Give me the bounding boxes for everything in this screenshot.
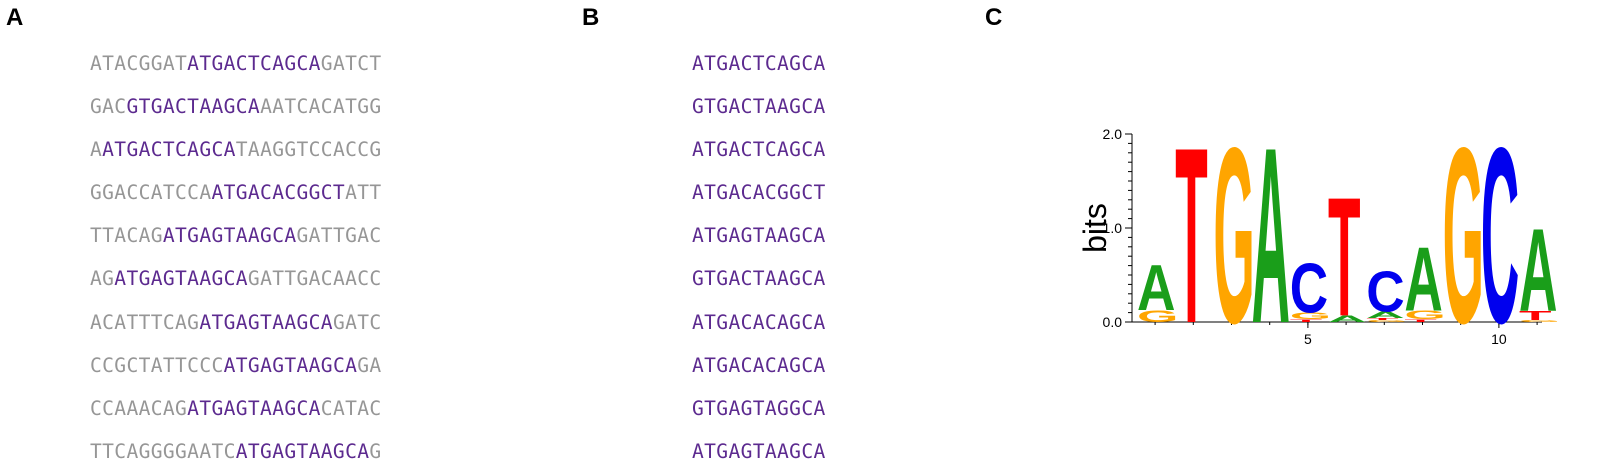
logo-letter: G	[1404, 309, 1445, 322]
flanking-sequence: GATTGACAACC	[247, 267, 382, 291]
aligned-site: ATGACTCAGCA	[692, 52, 826, 75]
binding-site: ATGAGTAAGCA	[114, 267, 248, 291]
flanking-sequence: GATTGAC	[296, 224, 382, 248]
logo-letter: T	[1519, 309, 1552, 323]
binding-site: ATGACTCAGCA	[102, 138, 236, 162]
y-tick-label: 1.0	[1103, 220, 1123, 236]
aligned-site: ATGACACAGCA	[692, 353, 826, 377]
sequence-line: AGATGAGTAAGCAGATTGACAACC	[90, 257, 382, 300]
binding-site: ATGAGTAAGCA	[223, 353, 358, 377]
logo-letter: A	[1404, 228, 1442, 331]
aligned-site: GTGACTAAGCA	[692, 95, 826, 119]
logo-letter: C	[1290, 249, 1328, 328]
y-tick-label: 0.0	[1103, 314, 1123, 330]
sequence-line: AATGACTCAGCATAAGGTCCACCG	[90, 128, 382, 171]
logo-letter: C	[1481, 120, 1519, 360]
logo-letter: C	[1366, 260, 1404, 324]
binding-site: ATGAGTAAGCA	[199, 310, 333, 334]
panel-c-sequence-logo: 0.0 1.0 2.0 bits 5 10 G A T G A T G C A T G T A C T G A G C G T A	[1077, 97, 1560, 376]
logo-letter: G	[1519, 320, 1560, 323]
flanking-sequence: TTACAG	[90, 224, 163, 248]
aligned-site: GTGACTAAGCA	[692, 267, 826, 291]
binding-site: GTGACTAAGCA	[126, 95, 261, 119]
flanking-sequence: ATACGGAT	[90, 52, 188, 75]
logo-letter: G	[1213, 120, 1254, 360]
logo-letter: A	[1328, 314, 1366, 324]
flanking-sequence: GATC	[332, 310, 382, 334]
flanking-sequence: GATCT	[320, 52, 382, 75]
flanking-sequence: CCAAACAG	[90, 396, 188, 420]
flanking-sequence: AG	[90, 267, 115, 291]
logo-letter: G	[1137, 307, 1178, 326]
y-axis-title: bits	[1080, 203, 1113, 253]
binding-site: ATGACTCAGCA	[187, 52, 321, 75]
sequence-line: ACATTTCAGATGAGTAAGCAGATC	[90, 301, 382, 344]
flanking-sequence: A	[90, 138, 103, 162]
aligned-site: ATGAGTAAGCA	[692, 224, 826, 248]
flanking-sequence: G	[369, 439, 382, 463]
sequence-line: CCAAACAGATGAGTAAGCACATAC	[90, 387, 382, 430]
sequence-line: GACGTGACTAAGCAAATCACATGG	[90, 85, 382, 128]
flanking-sequence: TAAGGTCCACCG	[235, 138, 382, 162]
flanking-sequence: TTCAGGGGAATC	[90, 439, 236, 463]
panel-b-label: B	[582, 4, 600, 31]
sequence-line: GGACCATCCAATGACACGGCTATT	[90, 171, 382, 214]
x-tick-label: 5	[1304, 331, 1312, 347]
flanking-sequence: ATT	[345, 181, 382, 205]
y-tick-label: 2.0	[1103, 126, 1123, 142]
aligned-site: ATGACACAGCA	[692, 310, 826, 334]
flanking-sequence: GA	[357, 353, 382, 377]
logo-letter: T	[1366, 318, 1399, 321]
sequence-line: TTCAGGGGAATCATGAGTAAGCAG	[90, 430, 382, 473]
aligned-site: ATGACTCAGCA	[692, 138, 826, 162]
logo-letter: G	[1443, 120, 1484, 360]
x-tick-label: 10	[1491, 331, 1507, 347]
aligned-site: ATGACACGGCT	[692, 181, 826, 205]
flanking-sequence: ACATTTCAG	[90, 310, 200, 334]
panel-c-label: C	[985, 4, 1003, 31]
aligned-site: GTGAGTAGGCA	[692, 396, 826, 420]
flanking-sequence: AATCACATGG	[260, 95, 382, 119]
logo-letter: A	[1252, 120, 1290, 360]
flanking-sequence: GAC	[90, 95, 127, 119]
logo-letter: A	[1519, 205, 1557, 336]
binding-site: ATGACACGGCT	[211, 181, 346, 205]
logo-letter: G	[1290, 311, 1331, 321]
flanking-sequence: GGACCATCCA	[90, 181, 212, 205]
logo-letter: T	[1328, 162, 1361, 352]
binding-site: ATGAGTAAGCA	[187, 396, 321, 420]
panel-a-label: A	[6, 4, 24, 31]
sequence-line: TTACAGATGAGTAAGCAGATTGAC	[90, 214, 382, 257]
aligned-site: ATGAGTAAGCA	[692, 439, 826, 463]
logo-letter: A	[1366, 310, 1404, 320]
sequence-line: ATACGGATATGACTCAGCAGATCT	[90, 42, 382, 85]
flanking-sequence: CCGCTATTCCC	[90, 353, 224, 377]
logo-letter: T	[1404, 318, 1437, 322]
panel-b-aligned-sites: ATGACTCAGCA GTGACTAAGCA ATGACTCAGCA ATGACAC…	[692, 42, 826, 473]
logo-letter: A	[1137, 251, 1175, 324]
logo-letter: G	[1366, 320, 1407, 323]
binding-site: ATGAGTAAGCA	[235, 439, 370, 463]
sequence-line: CCGCTATTCCCATGAGTAAGCAGA	[90, 344, 382, 387]
flanking-sequence: CATAC	[320, 396, 382, 420]
logo-letter: T	[1290, 318, 1323, 322]
binding-site: ATGAGTAAGCA	[162, 224, 297, 248]
logo-letter: T	[1175, 120, 1208, 360]
panel-a-sequences: ATACGGATATGACTCAGCAGATCT GACGTGACTAAGCAAA…	[90, 42, 382, 473]
